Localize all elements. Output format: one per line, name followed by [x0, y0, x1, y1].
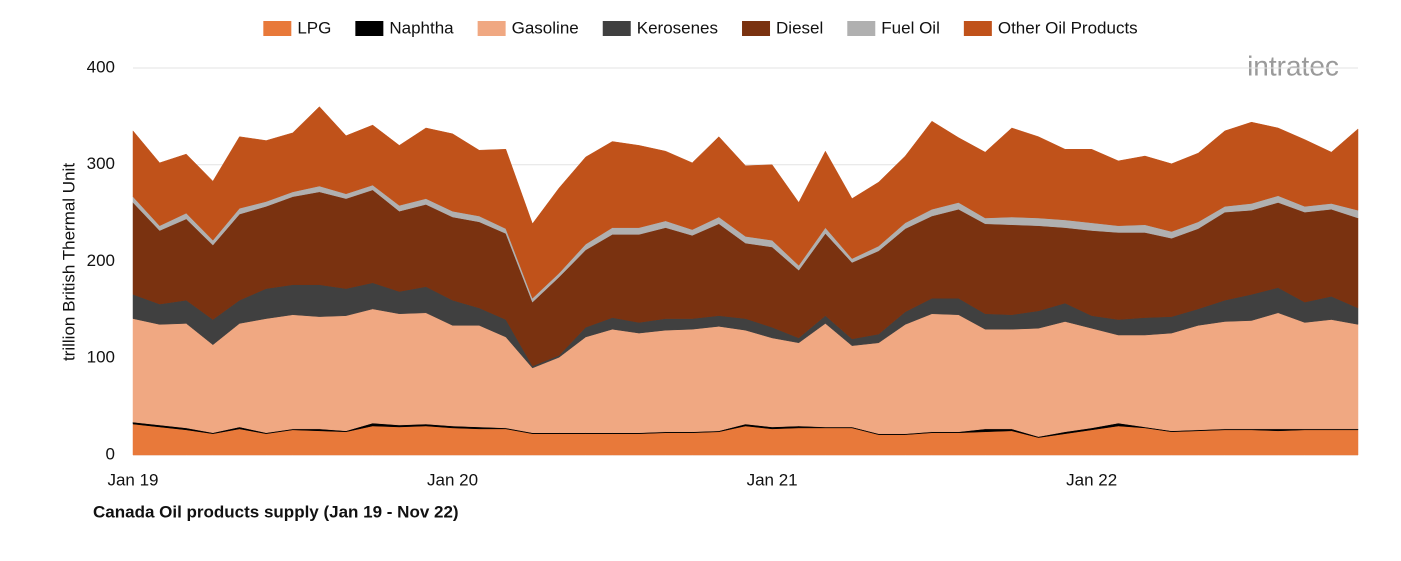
y-tick-label: 0 [106, 444, 115, 463]
area [132, 106, 1359, 299]
logo: intratec [1247, 50, 1339, 81]
x-tick-label: Jan 22 [1066, 470, 1117, 489]
legend-swatch [355, 21, 384, 36]
y-tick-label: 200 [87, 251, 115, 270]
y-tick-label: 400 [87, 57, 115, 76]
legend-swatch [742, 21, 771, 36]
legend-label: Kerosenes [637, 18, 718, 37]
legend-swatch [963, 21, 992, 36]
y-tick-label: 300 [87, 154, 115, 173]
y-axis-label: trillion British Thermal Unit [59, 163, 78, 361]
legend-swatch [602, 21, 631, 36]
legend-swatch [263, 21, 292, 36]
legend-swatch [847, 21, 876, 36]
legend-label: Other Oil Products [998, 18, 1138, 37]
x-tick-label: Jan 21 [747, 470, 798, 489]
x-tick-label: Jan 20 [427, 470, 478, 489]
legend-swatch [477, 21, 506, 36]
y-tick-label: 100 [87, 348, 115, 367]
legend: LPG Naphtha Gasoline Kerosenes Diesel Fuel Oi… [263, 18, 1138, 37]
legend-label: Diesel [776, 18, 823, 37]
x-tick-label: Jan 19 [107, 470, 158, 489]
legend-label: Gasoline [512, 18, 579, 37]
legend-label: Fuel Oil [881, 18, 940, 37]
legend-label: LPG [297, 18, 331, 37]
legend-label: Naphtha [389, 18, 454, 37]
caption: Canada Oil products supply (Jan 19 - Nov… [93, 502, 459, 521]
